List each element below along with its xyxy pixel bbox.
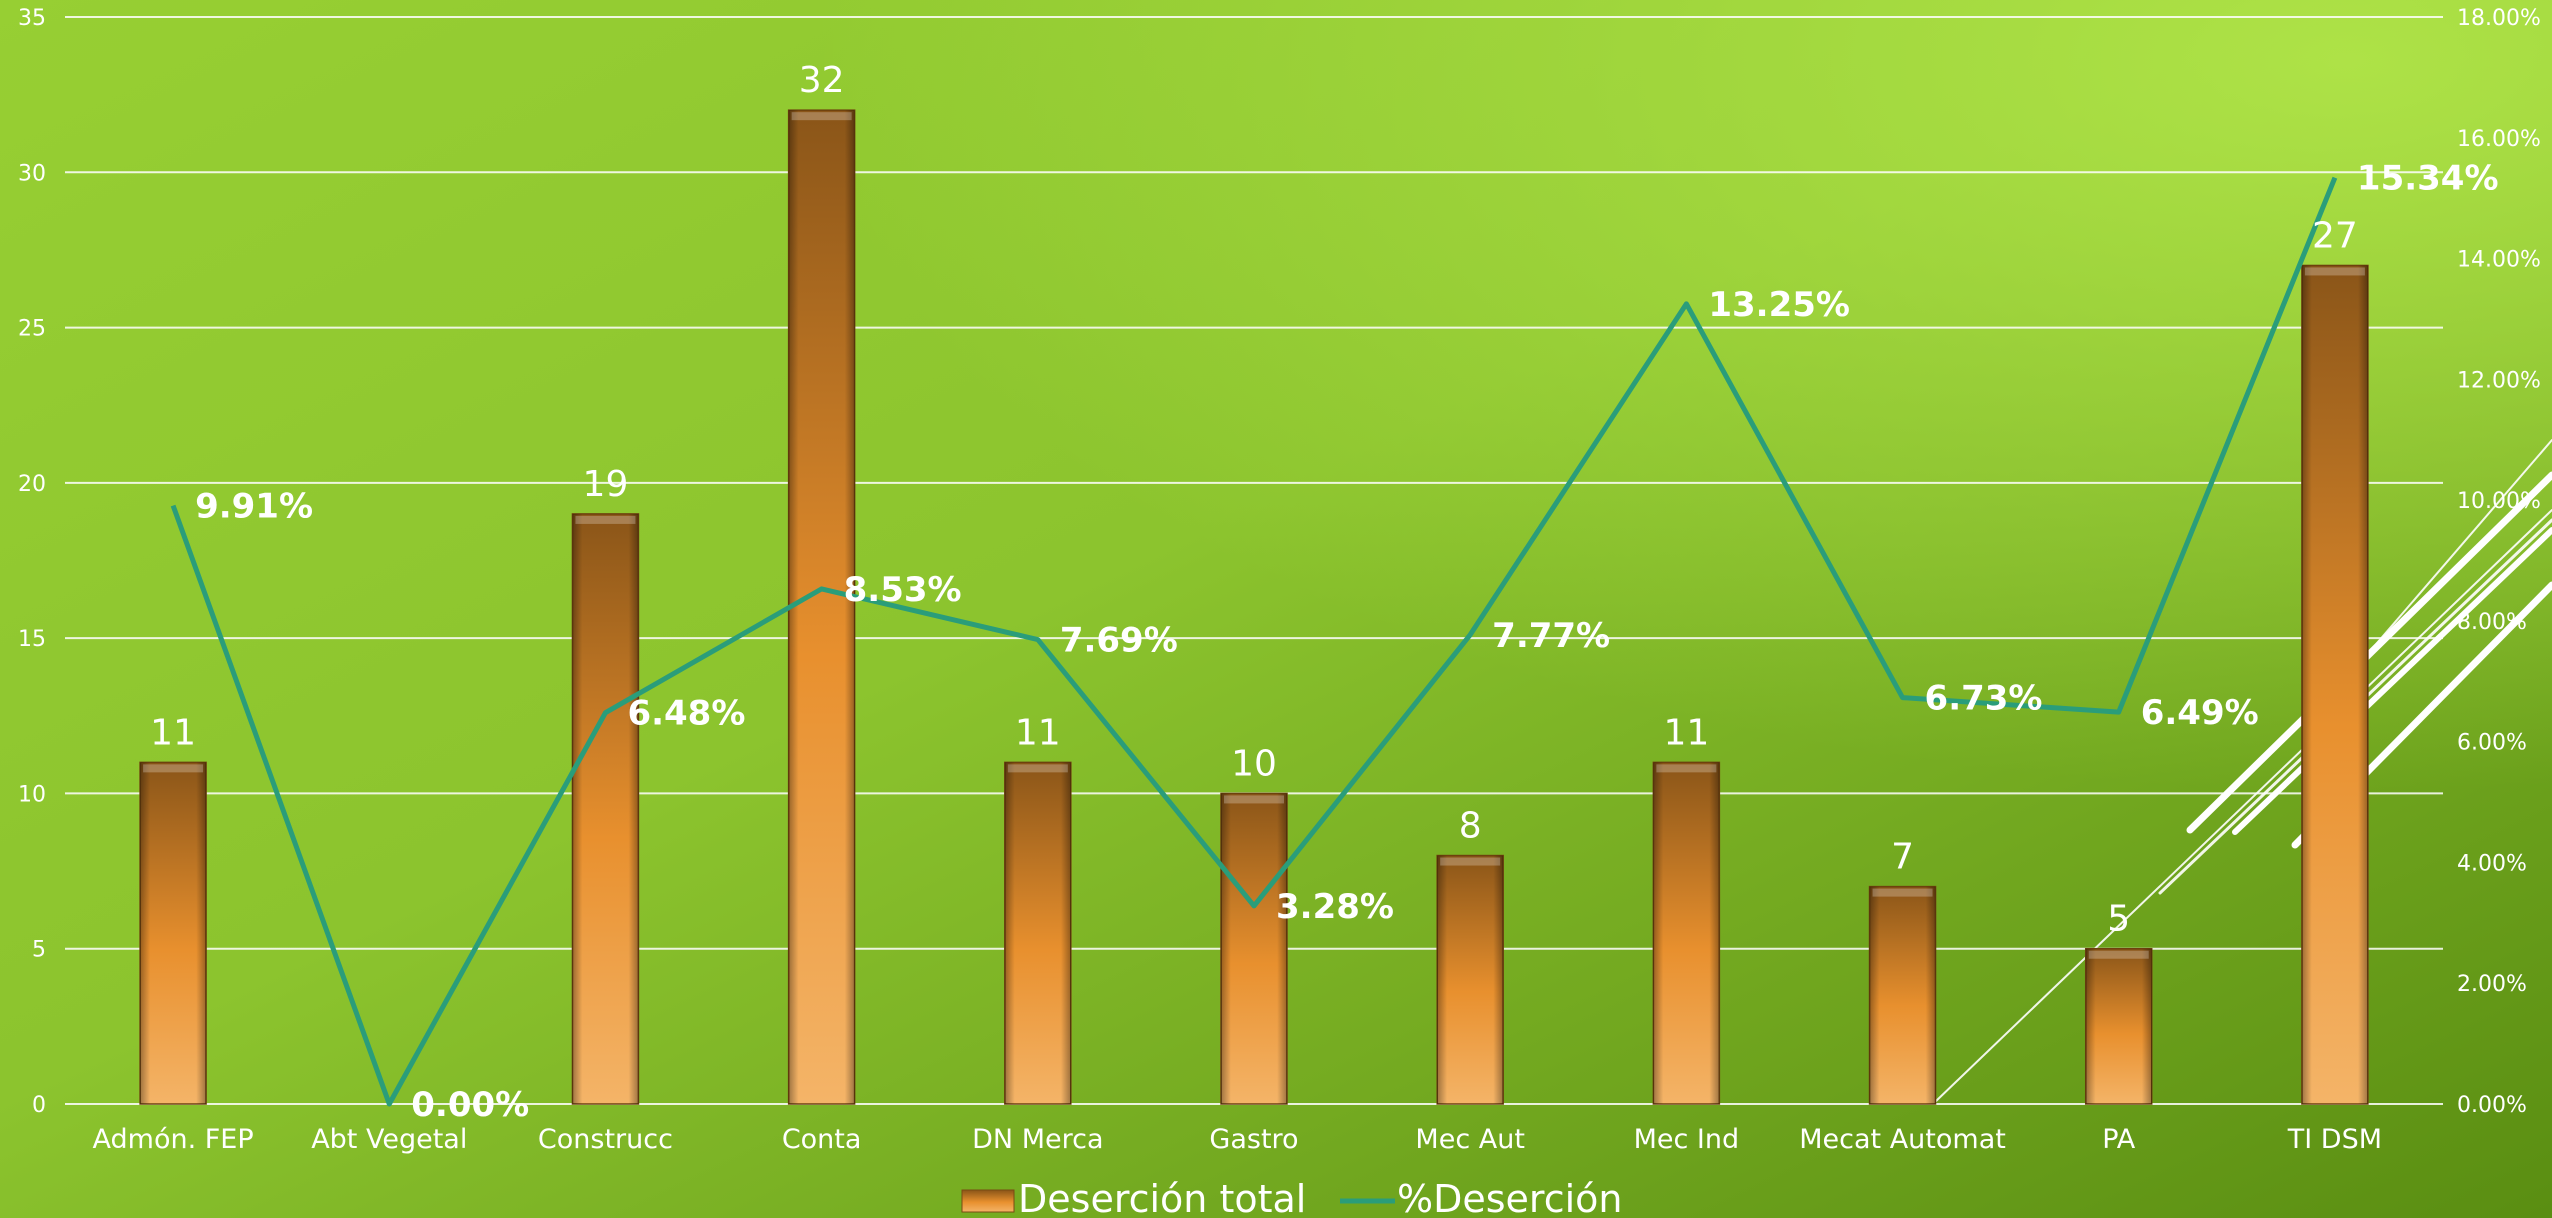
bar-data-label: 7 (1891, 837, 1914, 878)
bar-shade (1004, 762, 1071, 1104)
y-right-tick-label: 16.00% (2457, 127, 2541, 152)
x-tick-label: Mecat Automat (1799, 1124, 2006, 1155)
bar-data-label: 8 (1459, 806, 1482, 847)
bar-data-label: 27 (2312, 215, 2358, 256)
bar-shade (1653, 762, 1720, 1104)
bar-highlight (1440, 857, 1501, 866)
y-right-tick-label: 0.00% (2457, 1093, 2527, 1118)
bar-shade (788, 110, 855, 1104)
y-right-tick-label: 14.00% (2457, 248, 2541, 273)
line-path (170, 176, 2338, 1107)
bar-shade (2085, 948, 2152, 1104)
line-data-label: 6.48% (627, 694, 745, 734)
bar-data-label: 32 (799, 60, 845, 101)
y-left-tick-label: 10 (18, 782, 46, 807)
line-series (170, 176, 2338, 1107)
bar-shade (140, 762, 207, 1104)
bar-data-label: 19 (583, 464, 629, 505)
y-right-tick-label: 6.00% (2457, 731, 2527, 756)
legend-swatch-bar (961, 1189, 1015, 1213)
axis-labels: 051015202530350.00%2.00%4.00%6.00%8.00%1… (18, 6, 2541, 1155)
y-left-tick-label: 35 (18, 6, 46, 31)
y-right-tick-label: 4.00% (2457, 851, 2527, 876)
bar-highlight (2088, 950, 2149, 959)
y-right-tick-label: 8.00% (2457, 610, 2527, 635)
line-data-label: 0.00% (411, 1085, 529, 1125)
y-left-tick-label: 0 (32, 1093, 46, 1118)
data-labels: 11 19 32 11 10 8 11 7 5 27 9.91% 0.00% 6.48% 8.53% 7.6… (150, 60, 2498, 1125)
bar-shade (1869, 886, 1936, 1104)
y-left-tick-label: 25 (18, 317, 46, 342)
x-tick-label: Mec Aut (1415, 1124, 1525, 1155)
line-data-label: 15.34% (2357, 159, 2499, 199)
y-left-tick-label: 20 (18, 472, 46, 497)
bar-shade (1437, 855, 1504, 1104)
x-tick-label: Gastro (1209, 1124, 1298, 1155)
y-left-tick-label: 15 (18, 627, 46, 652)
bar-data-label: 11 (1663, 712, 1709, 753)
bar-data-label: 10 (1231, 743, 1277, 784)
legend: Deserción total %Deserción (961, 1177, 1623, 1218)
bar-data-label: 11 (150, 712, 196, 753)
x-tick-label: PA (2102, 1124, 2136, 1155)
y-right-tick-label: 10.00% (2457, 489, 2541, 514)
legend-label-line: %Deserción (1397, 1177, 1623, 1218)
bar-shade (2301, 265, 2368, 1104)
bar-shade (1221, 793, 1287, 1104)
x-tick-label: Abt Vegetal (311, 1124, 467, 1155)
bar-highlight (1007, 764, 1068, 773)
y-right-tick-label: 18.00% (2457, 6, 2541, 31)
line-data-label: 7.69% (1060, 621, 1178, 661)
bar-highlight (1224, 795, 1284, 804)
y-right-tick-label: 12.00% (2457, 368, 2541, 393)
bar-highlight (791, 112, 852, 121)
line-data-label: 13.25% (1708, 285, 1850, 325)
x-tick-label: Admón. FEP (93, 1124, 254, 1155)
bar-data-label: 5 (2107, 899, 2130, 940)
y-left-tick-label: 30 (18, 161, 46, 186)
y-left-tick-label: 5 (32, 938, 46, 963)
line-data-label: 9.91% (195, 487, 313, 527)
x-tick-label: DN Merca (972, 1124, 1103, 1155)
bar-highlight (575, 515, 636, 524)
bar-highlight (2304, 267, 2365, 276)
bar-highlight (1656, 764, 1717, 773)
bar-highlight (143, 764, 204, 773)
line-data-label: 6.49% (2141, 693, 2259, 733)
bar-series (139, 109, 2369, 1105)
bar-data-label: 11 (1015, 712, 1061, 753)
x-tick-label: Conta (782, 1124, 862, 1155)
x-tick-label: Mec Ind (1634, 1124, 1740, 1155)
line-data-label: 3.28% (1276, 887, 1394, 927)
x-tick-label: TI DSM (2287, 1124, 2382, 1155)
line-data-label: 7.77% (1492, 616, 1610, 656)
bar-highlight (1872, 888, 1933, 897)
x-tick-label: Construcc (538, 1124, 673, 1155)
bar-shade (572, 513, 639, 1104)
y-right-tick-label: 2.00% (2457, 972, 2527, 997)
legend-label-bar: Deserción total (1018, 1177, 1306, 1218)
line-data-label: 6.73% (1925, 679, 2043, 719)
line-data-label: 8.53% (844, 570, 962, 610)
